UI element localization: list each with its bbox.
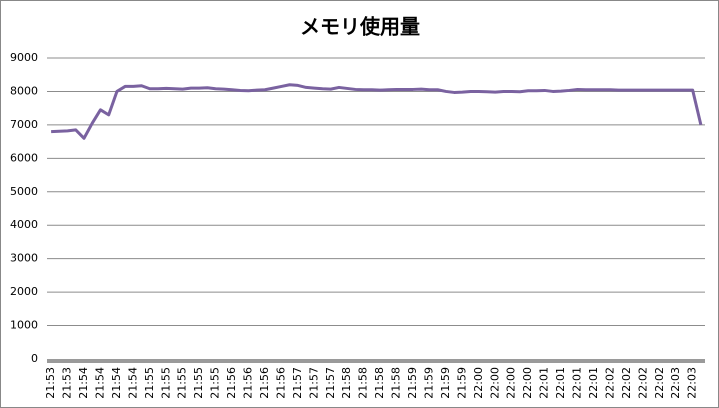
x-tick-label: 22:00 [521,367,534,399]
x-tick-label: 21:54 [110,367,123,399]
y-tick-label: 0 [31,352,38,365]
x-tick-label: 21:58 [357,367,370,399]
y-tick-label: 6000 [10,151,38,164]
x-tick-label: 21:55 [159,367,172,399]
x-tick-label: 22:01 [571,367,584,399]
x-tick-label: 21:58 [340,367,353,399]
x-tick-label: 21:59 [406,367,419,399]
x-axis [47,359,705,363]
y-tick-label: 5000 [10,185,38,198]
x-tick-label: 21:58 [390,367,403,399]
x-tick-label: 22:03 [686,367,699,399]
x-tick-label: 22:01 [538,367,551,399]
x-tick-label: 21:54 [93,367,106,399]
x-tick-label: 21:55 [192,367,205,399]
x-tick-label: 21:55 [143,367,156,399]
x-tick-label: 21:59 [422,367,435,399]
x-tick-label: 21:58 [373,367,386,399]
x-tick-label: 21:57 [291,367,304,399]
x-tick-label: 21:59 [455,367,468,399]
y-tick-label: 4000 [10,218,38,231]
x-tick-label: 21:59 [439,367,452,399]
x-tick-label: 21:55 [176,367,189,399]
x-tick-label: 21:56 [225,367,238,399]
x-tick-label: 21:53 [44,367,57,399]
x-tick-label: 22:03 [669,367,682,399]
x-tick-label: 22:00 [472,367,485,399]
x-tick-label: 22:02 [653,367,666,399]
x-tick-label: 21:56 [242,367,255,399]
y-tick-label: 8000 [10,84,38,97]
x-tick-label: 22:00 [505,367,518,399]
x-tick-label: 21:54 [126,367,139,399]
x-tick-label: 21:55 [209,367,222,399]
y-tick-label: 9000 [10,51,38,64]
x-tick-label: 22:00 [488,367,501,399]
data-line [51,83,703,140]
chart-title: メモリ使用量 [300,15,420,39]
x-tick-label: 21:57 [324,367,337,399]
x-tick-label: 22:01 [587,367,600,399]
x-tick-label: 22:01 [554,367,567,399]
x-tick-label: 21:53 [61,367,74,399]
x-tick-label: 22:02 [636,367,649,399]
y-tick-label: 1000 [10,319,38,332]
x-tick-label: 21:57 [307,367,320,399]
x-tick-label: 22:02 [603,367,616,399]
x-tick-label: 22:02 [620,367,633,399]
x-tick-label: 21:56 [274,367,287,399]
y-tick-label: 2000 [10,285,38,298]
x-tick-label: 21:56 [258,367,271,399]
x-tick-label: 21:54 [77,367,90,399]
y-tick-label: 3000 [10,252,38,265]
y-tick-label: 7000 [10,118,38,131]
